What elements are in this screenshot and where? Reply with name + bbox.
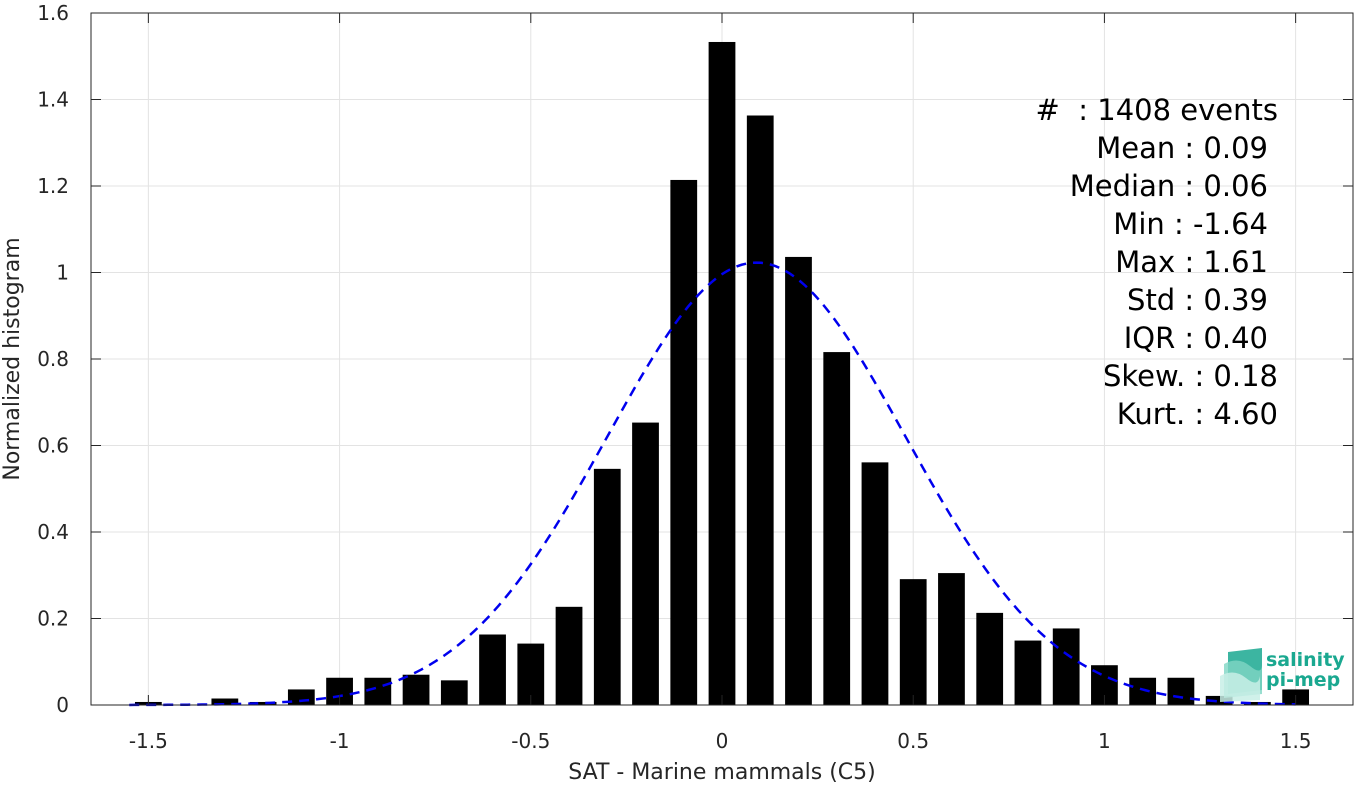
y-tick-label: 0.6 [37, 434, 69, 458]
histogram-bar [746, 115, 774, 705]
histogram-bar [785, 256, 812, 705]
histogram-bar [517, 643, 545, 705]
normal-fit-curve [129, 261, 1296, 707]
histogram-bar [1205, 695, 1233, 705]
stats-box: # : 1408 events Mean : 0.09 Median : 0.0… [1036, 93, 1278, 431]
y-tick-label: 0.8 [37, 347, 69, 371]
stats-min: Min : -1.64 [1113, 207, 1268, 241]
histogram-bar [555, 606, 583, 705]
y-tick-label: 1.2 [37, 174, 69, 198]
y-ticks: 0 0.2 0.4 0.6 0.8 1 1.2 1.4 1.6 [37, 1, 1353, 717]
stats-kurt: Kurt. : 4.60 [1117, 397, 1278, 431]
salinity-pimep-logo: salinity pi-mep [1220, 648, 1345, 702]
stats-max: Max : 1.61 [1115, 245, 1268, 279]
x-tick-label: 1.5 [1280, 729, 1312, 753]
stats-events: # : 1408 events [1036, 93, 1278, 127]
histogram-bar [1244, 701, 1271, 705]
histogram-bar [670, 179, 698, 705]
y-tick-label: 1 [56, 261, 69, 285]
stats-mean: Mean : 0.09 [1096, 131, 1268, 165]
y-tick-label: 1.4 [37, 88, 69, 112]
stats-skew: Skew. : 0.18 [1103, 359, 1278, 393]
histogram-bar [823, 352, 851, 705]
histogram-bar [976, 612, 1004, 705]
histogram-bar [899, 579, 927, 705]
y-tick-label: 0.2 [37, 607, 69, 631]
x-tick-label: 0 [716, 729, 729, 753]
histogram-bar [211, 698, 239, 705]
histogram-bar [938, 573, 965, 705]
histogram-bar [249, 701, 277, 705]
x-tick-label: 1 [1098, 729, 1111, 753]
stats-median: Median : 0.06 [1070, 169, 1268, 203]
histogram-bar [593, 468, 621, 705]
x-tick-label: -0.5 [511, 729, 550, 753]
y-axis-label: Normalized histogram [0, 237, 25, 480]
histogram-bar [861, 462, 889, 705]
x-tick-label: -1.5 [129, 729, 168, 753]
stats-std: Std : 0.39 [1127, 283, 1268, 317]
bars [134, 41, 1310, 706]
y-tick-label: 0 [56, 693, 69, 717]
x-axis-label: SAT - Marine mammals (C5) [568, 760, 876, 785]
histogram-bar [632, 422, 659, 705]
wave-logo-icon [1220, 648, 1262, 702]
x-tick-label: -1 [330, 729, 350, 753]
x-tick-label: 0.5 [897, 729, 929, 753]
histogram-bar [1052, 628, 1080, 705]
histogram-bar [1014, 640, 1042, 705]
histogram-bar [364, 677, 392, 705]
histogram-bar [1129, 677, 1157, 705]
y-tick-label: 1.6 [37, 1, 69, 25]
logo-line1: salinity [1266, 649, 1345, 671]
y-tick-label: 0.4 [37, 520, 69, 544]
histogram-bar [708, 41, 736, 706]
histogram-bar [1167, 677, 1195, 705]
histogram-bar [402, 674, 430, 705]
histogram-bar [440, 680, 468, 705]
histogram-bar [479, 634, 506, 705]
logo-line2: pi-mep [1266, 669, 1340, 691]
stats-iqr: IQR : 0.40 [1124, 321, 1268, 355]
x-ticks: -1.5 -1 -0.5 0 0.5 1 1.5 [129, 13, 1312, 753]
